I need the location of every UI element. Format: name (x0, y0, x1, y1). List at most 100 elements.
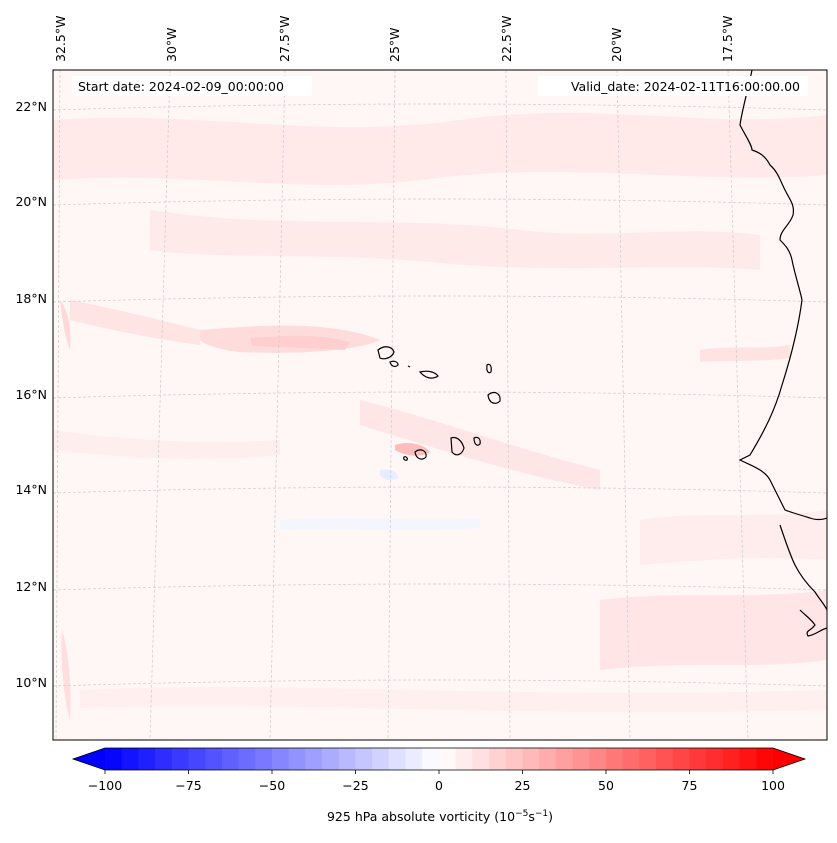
colorbar-cell (138, 748, 156, 770)
negative-vorticity-patch (380, 469, 398, 481)
colorbar-cell (288, 748, 306, 770)
latitude-label: 18°N (15, 291, 47, 306)
island (486, 363, 492, 374)
colorbar-tick-label: 75 (682, 778, 698, 793)
colorbar-extend-high (773, 748, 805, 770)
vorticity-band (150, 210, 760, 270)
colorbar-cell (572, 748, 590, 770)
colorbar-cells (105, 748, 774, 770)
africa-coastline (779, 524, 827, 611)
colorbar-tick-label: 0 (435, 778, 443, 793)
vorticity-band (53, 112, 827, 185)
colorbar-cell (555, 748, 574, 770)
island (418, 370, 439, 379)
vorticity-band (60, 300, 71, 350)
island (403, 456, 408, 461)
vorticity-band (70, 300, 200, 345)
africa-coastline (738, 70, 827, 521)
colorbar-cell (505, 748, 523, 770)
colorbar-cell (606, 748, 624, 770)
colorbar-cell (756, 748, 774, 770)
map-panel: Start date: 2024-02-09_00:00:00 Valid_da… (15, 16, 828, 741)
colorbar-cell (238, 748, 256, 770)
colorbar-cell (272, 748, 290, 770)
colorbar-cell (221, 748, 240, 770)
longitude-label: 27.5°W (277, 16, 292, 62)
colorbar-cell (405, 748, 423, 770)
island (473, 436, 481, 446)
latitude-label: 16°N (15, 387, 47, 402)
colorbar-cell (439, 748, 457, 770)
colorbar-tick-label: −75 (175, 778, 201, 793)
colorbar-tick-label: −100 (88, 778, 122, 793)
coastlines (377, 70, 827, 637)
colorbar-tick-label: 100 (761, 778, 785, 793)
colorbar-extend-low (73, 748, 105, 770)
colorbar: −100 −75 −50 −25 0 25 50 75 100 925 hPa absolute… (71, 747, 807, 824)
colorbar-tick-label: 50 (598, 778, 614, 793)
longitude-label: 17.5°W (720, 16, 735, 62)
longitude-label: 20°W (609, 27, 624, 62)
colorbar-cell (322, 748, 340, 770)
colorbar-cell (589, 748, 607, 770)
longitude-label: 32.5°W (53, 16, 68, 62)
island (487, 391, 501, 404)
colorbar-cell (489, 748, 507, 770)
colorbar-cell (455, 748, 473, 770)
colorbar-label: 925 hPa absolute vorticity (10−5s−1) (327, 809, 553, 824)
colorbar-cell (689, 748, 707, 770)
island (450, 436, 465, 456)
latitude-label: 12°N (15, 579, 47, 594)
colorbar-cell (722, 748, 741, 770)
start-date-box (72, 76, 312, 96)
start-date-text: Start date: 2024-02-09_00:00:00 (78, 79, 284, 94)
latitude-labels: 22°N 20°N 18°N 16°N 14°N 12°N 10°N (15, 99, 47, 690)
vorticity-field (53, 112, 827, 720)
vorticity-band (250, 335, 350, 350)
colorbar-cell (205, 748, 223, 770)
vorticity-band (53, 430, 280, 459)
latitude-label: 10°N (15, 675, 47, 690)
island (389, 360, 399, 368)
longitude-labels: 32.5°W 30°W 27.5°W 25°W 22.5°W 20°W 17.5… (53, 16, 735, 62)
vorticity-band (360, 400, 600, 490)
colorbar-cell (171, 748, 189, 770)
colorbar-cell (188, 748, 206, 770)
vorticity-band (600, 590, 827, 670)
island (377, 346, 395, 360)
colorbar-cell (338, 748, 356, 770)
colorbar-cell (739, 748, 757, 770)
colorbar-cell (422, 748, 440, 770)
colorbar-cell (656, 748, 674, 770)
colorbar-cell (388, 748, 407, 770)
colorbar-tick-label: −25 (342, 778, 368, 793)
longitude-label: 30°W (164, 27, 179, 62)
colorbar-cell (672, 748, 690, 770)
valid-date-box (538, 76, 808, 96)
longitude-label: 22.5°W (499, 16, 514, 62)
negative-vorticity-patch (280, 518, 480, 530)
vorticity-band (80, 687, 827, 713)
colorbar-cell (255, 748, 273, 770)
colorbar-cell (105, 748, 123, 770)
colorbar-tick-label: −50 (259, 778, 285, 793)
vorticity-band (700, 345, 790, 362)
island (414, 449, 427, 460)
vorticity-band (395, 442, 430, 456)
island (407, 365, 411, 368)
gridlines (53, 70, 827, 740)
colorbar-cell (622, 748, 640, 770)
colorbar-cell (355, 748, 373, 770)
colorbar-cell (639, 748, 657, 770)
africa-coastline (799, 609, 827, 637)
colorbar-tick-label: 25 (515, 778, 531, 793)
colorbar-cell (372, 748, 390, 770)
vorticity-band (61, 630, 71, 720)
latitude-label: 14°N (15, 482, 47, 497)
latitude-label: 22°N (15, 99, 47, 114)
colorbar-cell (155, 748, 173, 770)
colorbar-cell (706, 748, 724, 770)
colorbar-cell (472, 748, 490, 770)
latitude-label: 20°N (15, 194, 47, 209)
